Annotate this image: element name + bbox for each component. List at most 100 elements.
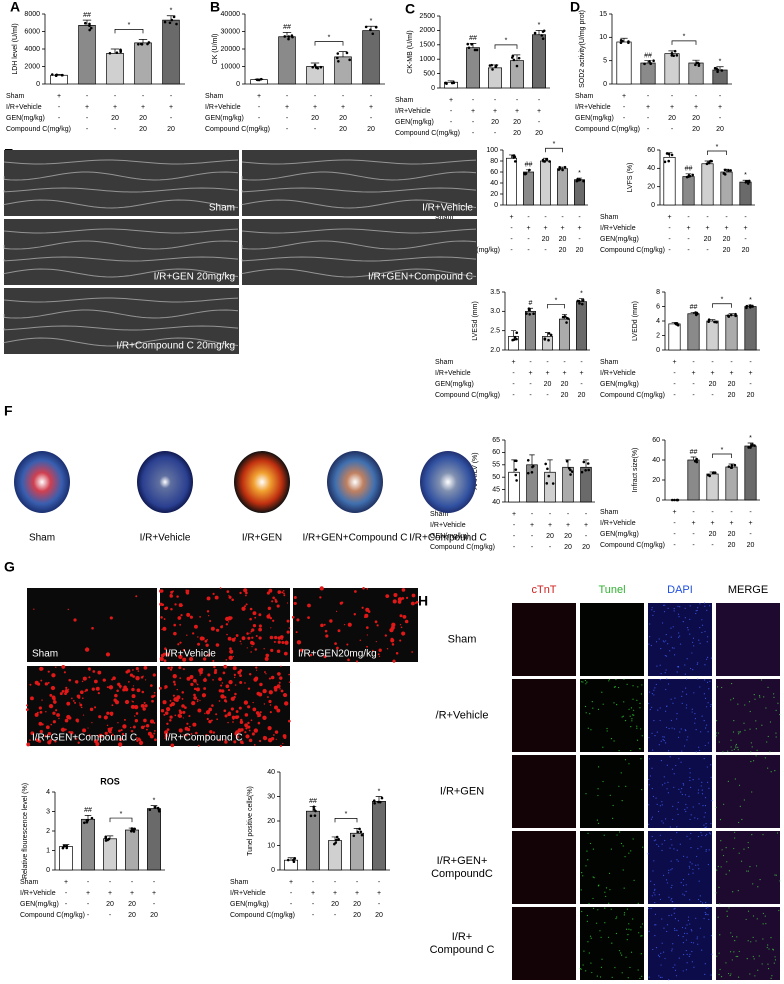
ros-signal	[218, 700, 221, 702]
ros-signal	[164, 737, 166, 739]
stain-signal	[668, 914, 670, 917]
data-dot	[730, 466, 733, 469]
echo-trace	[3, 159, 239, 165]
stain-image	[580, 755, 644, 828]
stain-signal	[697, 662, 699, 664]
table-cell: -	[170, 93, 173, 100]
data-dot	[511, 54, 515, 58]
bar-label: ##	[469, 35, 477, 42]
y-tick-label: 20	[647, 184, 655, 191]
data-dot	[108, 51, 112, 55]
stain-signal	[602, 780, 604, 783]
stain-signal	[703, 816, 705, 818]
data-dot	[722, 172, 726, 175]
stain-signal	[672, 900, 674, 903]
bar	[725, 466, 738, 501]
stain-signal	[707, 864, 709, 866]
stain-signal	[670, 886, 672, 889]
stain-signal	[682, 953, 685, 956]
data-dot	[163, 20, 167, 24]
stain-image	[580, 679, 644, 752]
ros-signal	[193, 696, 197, 700]
ros-signal	[97, 691, 100, 695]
ros-signal	[135, 667, 139, 671]
significance-bracket	[109, 817, 133, 823]
stain-signal	[597, 708, 600, 710]
data-dot	[89, 26, 93, 30]
bar	[134, 42, 152, 85]
data-dot	[286, 858, 290, 862]
data-dot	[527, 307, 531, 311]
table-cell: 20	[339, 115, 347, 122]
table-cell: +	[686, 225, 690, 232]
stain-signal	[677, 636, 680, 638]
data-dot	[319, 65, 323, 69]
stain-signal	[677, 665, 679, 668]
ros-signal	[286, 630, 290, 634]
ros-signal	[271, 600, 274, 603]
stain-signal	[587, 832, 589, 834]
table-row-label: Compound C(mg/kg)	[230, 912, 295, 919]
stain-signal	[586, 914, 588, 917]
echo-trace	[241, 228, 477, 234]
ros-signal	[234, 684, 237, 686]
bar	[557, 168, 568, 206]
stain-signal	[689, 923, 691, 925]
ros-signal	[138, 740, 144, 745]
stain-signal	[652, 614, 654, 616]
stain-signal	[677, 736, 680, 738]
data-dot	[62, 844, 66, 848]
ros-signal	[165, 652, 170, 657]
table-cell: -	[527, 236, 530, 243]
ros-signal	[195, 682, 197, 684]
data-dot	[309, 814, 313, 818]
stain-signal	[710, 822, 712, 825]
ros-signal	[218, 677, 223, 682]
data-dot	[65, 846, 69, 850]
ros-signal	[248, 738, 253, 743]
data-dot	[513, 335, 517, 339]
stain-signal	[771, 975, 773, 977]
y-tick-label: 3.0	[490, 308, 500, 315]
ros-signal	[145, 724, 150, 728]
table-row-label: Sham	[430, 511, 448, 518]
ros-signal	[254, 616, 257, 619]
table-cell: -	[544, 214, 547, 221]
table-cell: -	[578, 214, 581, 221]
ros-signal	[247, 687, 251, 690]
ros-signal	[54, 740, 57, 743]
data-dot	[130, 827, 134, 830]
table-cell: +	[743, 225, 747, 232]
ros-signal	[296, 618, 300, 622]
stain-signal	[697, 789, 700, 791]
ros-signal	[140, 676, 144, 679]
stain-signal	[666, 924, 669, 926]
echo-trace	[3, 228, 239, 234]
ros-signal	[280, 689, 284, 693]
y-tick-label: 1500	[419, 42, 435, 49]
ros-signal	[197, 744, 200, 747]
ros-signal	[74, 680, 79, 684]
ros-signal	[255, 711, 260, 715]
error-bar	[547, 459, 553, 473]
stain-signal	[615, 917, 617, 920]
bar	[668, 323, 681, 351]
stain-signal	[618, 785, 620, 787]
ros-signal	[252, 611, 257, 616]
stain-signal	[630, 749, 632, 752]
ros-signal	[137, 670, 140, 672]
ros-signal	[143, 665, 148, 670]
row-label: /R+Vehicle	[436, 709, 489, 721]
ros-signal	[98, 715, 102, 719]
ros-signal	[93, 706, 97, 709]
data-dot	[335, 835, 339, 839]
ros-signal	[252, 624, 257, 628]
ros-signal	[393, 593, 398, 598]
stain-signal	[685, 939, 687, 941]
ros-signal	[233, 695, 236, 699]
ros-signal	[231, 598, 234, 601]
row-label: Compound C	[430, 944, 495, 956]
ros-signal	[228, 595, 232, 599]
stain-signal	[699, 642, 701, 644]
stain-signal	[650, 907, 652, 910]
